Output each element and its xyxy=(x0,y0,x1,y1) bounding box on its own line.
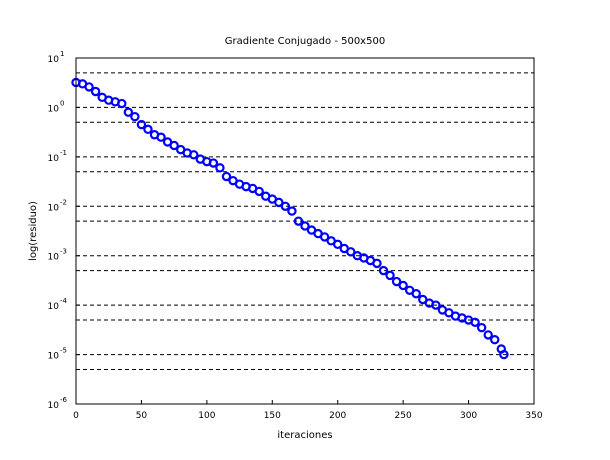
data-point xyxy=(287,206,297,216)
data-point xyxy=(385,270,395,281)
data-point xyxy=(346,247,356,257)
data-point xyxy=(84,82,94,92)
data-point xyxy=(208,158,219,168)
data-point xyxy=(411,289,421,299)
x-tick-label: 250 xyxy=(395,411,412,421)
x-tick-label: 300 xyxy=(460,411,477,421)
data-point xyxy=(333,239,343,250)
y-tick-exponent: -1 xyxy=(60,149,67,157)
y-tick-exponent: 1 xyxy=(60,50,64,58)
data-point xyxy=(189,150,199,160)
data-point xyxy=(221,171,232,182)
y-tick-label: 10 xyxy=(48,352,60,362)
data-point xyxy=(431,300,441,310)
data-point xyxy=(378,265,389,276)
data-point xyxy=(391,276,402,287)
y-tick-label: 10 xyxy=(48,253,60,263)
data-point xyxy=(90,86,101,97)
data-point xyxy=(483,330,493,340)
y-tick-label: 10 xyxy=(48,104,60,114)
y-tick-label: 10 xyxy=(48,203,60,213)
data-point xyxy=(300,221,310,231)
data-point xyxy=(274,197,284,208)
y-tick-label: 10 xyxy=(48,55,60,65)
y-tick-exponent: -6 xyxy=(60,396,68,404)
data-point xyxy=(499,349,509,360)
data-point xyxy=(319,232,330,242)
x-tick-label: 150 xyxy=(264,411,281,421)
data-point xyxy=(215,163,225,173)
points-layer xyxy=(71,77,509,360)
data-point xyxy=(280,201,291,211)
y-tick-exponent: -3 xyxy=(60,248,67,256)
data-point xyxy=(476,322,487,333)
data-point xyxy=(490,334,500,345)
data-point xyxy=(470,317,480,327)
chart-title: Gradiente Conjugado - 500x500 xyxy=(225,36,385,47)
x-tick-label: 50 xyxy=(136,411,148,421)
y-tick-exponent: -4 xyxy=(60,297,68,305)
y-tick-exponent: 0 xyxy=(60,99,64,107)
x-tick-label: 100 xyxy=(198,411,215,421)
y-tick-label: 10 xyxy=(48,302,60,312)
data-point xyxy=(136,119,147,130)
data-point xyxy=(398,280,408,291)
data-point xyxy=(143,124,153,135)
data-point xyxy=(254,186,264,197)
y-tick-exponent: -5 xyxy=(60,347,67,355)
x-tick-label: 0 xyxy=(73,411,79,421)
data-point xyxy=(169,140,179,151)
data-point xyxy=(156,132,166,142)
data-point xyxy=(123,107,134,117)
data-point xyxy=(293,216,304,226)
data-point xyxy=(117,98,127,109)
axis-layer: 0 50 100 150 200 250 300 35010110010-110-210-31… xyxy=(48,50,543,421)
y-tick-exponent: -2 xyxy=(60,198,67,206)
y-tick-label: 10 xyxy=(48,401,60,411)
plot-area-frame xyxy=(75,57,535,405)
x-axis-label: iteraciones xyxy=(277,430,332,441)
x-tick-label: 200 xyxy=(329,411,346,421)
x-tick-label: 350 xyxy=(525,411,542,421)
y-tick-label: 10 xyxy=(48,154,60,164)
data-point xyxy=(372,258,382,269)
y-axis-label: log(residuo) xyxy=(28,201,39,261)
data-point xyxy=(130,111,140,122)
